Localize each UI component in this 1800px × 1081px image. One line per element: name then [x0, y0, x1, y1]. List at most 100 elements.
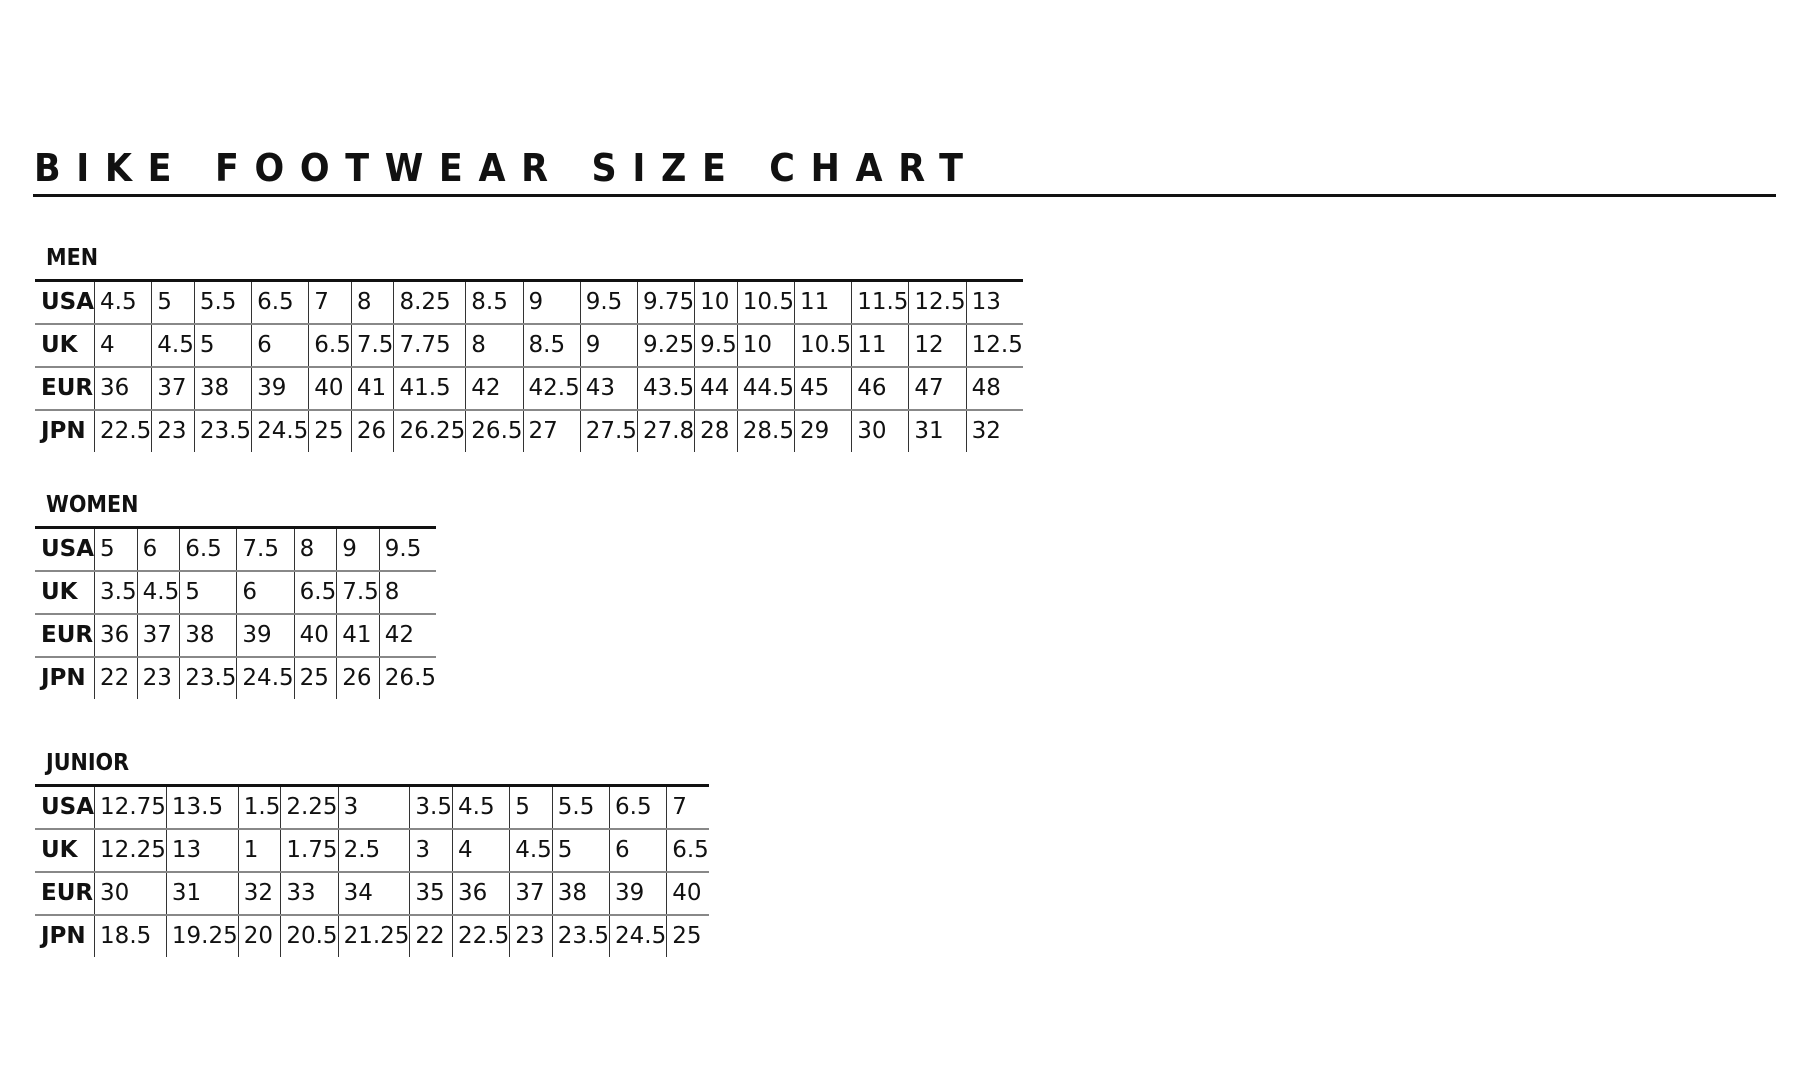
size-cell: 20.5 — [280, 915, 339, 957]
size-cell: 18.5 — [94, 915, 167, 957]
size-cell: 4.5 — [94, 279, 152, 325]
size-cell: 30 — [851, 410, 909, 452]
table-row: USA 12.75 13.5 1.5 2.25 3 3.5 4.5 5 5.5 6.5 7 — [35, 784, 709, 830]
size-cell: 12 — [908, 324, 967, 368]
size-cell: 4.5 — [136, 571, 180, 615]
size-cell: 5 — [193, 324, 252, 368]
size-cell: 3 — [409, 829, 453, 873]
size-cell: 23.5 — [179, 657, 237, 699]
size-cell: 36 — [94, 614, 138, 658]
size-cell: 22.5 — [94, 410, 152, 452]
row-label: JPN — [41, 418, 86, 444]
size-cell: 12.75 — [94, 784, 167, 830]
size-cell: 9.5 — [694, 324, 738, 368]
size-cell: 44.5 — [736, 367, 795, 411]
size-cell: 5 — [151, 279, 195, 325]
size-cell: 25 — [308, 410, 352, 452]
size-cell: 8 — [465, 324, 524, 368]
table-row: USA 4.5 5 5.5 6.5 7 8 8.25 8.5 9 9.5 9.75 10 10.5 11 11… — [35, 279, 1023, 325]
size-cell: 23 — [509, 915, 553, 957]
size-cell: 3.5 — [409, 784, 453, 830]
size-cell: 26.5 — [378, 657, 437, 699]
size-cell: 26.5 — [465, 410, 524, 452]
size-cell: 32 — [237, 872, 281, 916]
size-cell: 4.5 — [151, 324, 195, 368]
size-cell: 6.5 — [251, 279, 309, 325]
size-cell: 19.25 — [165, 915, 239, 957]
size-cell: 1.5 — [237, 784, 281, 830]
row-label: USA — [35, 526, 95, 572]
size-cell: 4.5 — [451, 784, 510, 830]
size-cell: 5 — [551, 829, 610, 873]
size-cell: 43.5 — [636, 367, 695, 411]
table-row: EUR 36 37 38 39 40 41 41.5 42 42.5 43 43.5 44 44.5 45 4… — [35, 367, 1023, 411]
size-cell: 5 — [509, 784, 553, 830]
size-cell: 36 — [451, 872, 510, 916]
size-cell: 6 — [136, 526, 180, 572]
size-cell: 8 — [350, 279, 394, 325]
size-cell: 47 — [908, 367, 967, 411]
size-cell: 13.5 — [165, 784, 239, 830]
size-cell: 9 — [336, 526, 380, 572]
section-title: MEN — [46, 245, 99, 271]
size-cell: 26 — [350, 410, 394, 452]
size-cell: 4 — [451, 829, 510, 873]
size-cell: 12.5 — [965, 324, 1023, 368]
size-cell: 6 — [236, 571, 295, 615]
size-cell: 22 — [94, 657, 138, 699]
size-cell: 3 — [337, 784, 410, 830]
table-row: JPN 22 23 23.5 24.5 25 26 26.5 — [35, 657, 437, 699]
size-cell: 30 — [94, 872, 167, 916]
row-label: UK — [35, 571, 95, 615]
size-cell: 9 — [522, 279, 581, 325]
size-cell: 6.5 — [308, 324, 352, 368]
size-cell: 5.5 — [551, 784, 610, 830]
size-cell: 7 — [666, 784, 709, 830]
size-cell: 8.5 — [465, 279, 524, 325]
size-cell: 13 — [165, 829, 239, 873]
row-label: EUR — [35, 614, 95, 658]
size-cell: 36 — [94, 367, 152, 411]
size-cell: 11.5 — [851, 279, 909, 325]
size-cell: 39 — [236, 614, 295, 658]
size-cell: 10.5 — [793, 324, 852, 368]
size-cell: 12.25 — [94, 829, 167, 873]
size-cell: 29 — [793, 410, 852, 452]
title-divider — [33, 194, 1776, 197]
page-title: BIKE FOOTWEAR SIZE CHART — [34, 146, 979, 190]
table-row: UK 12.25 13 1 1.75 2.5 3 4 4.5 5 6 6.5 — [35, 829, 709, 873]
size-cell: 9.5 — [579, 279, 638, 325]
size-cell: 25 — [293, 657, 337, 699]
size-cell: 8 — [293, 526, 337, 572]
size-cell: 7.5 — [236, 526, 295, 572]
size-cell: 41 — [350, 367, 394, 411]
size-cell: 11 — [851, 324, 909, 368]
size-cell: 6.5 — [666, 829, 709, 873]
size-cell: 42 — [465, 367, 524, 411]
size-cell: 40 — [308, 367, 352, 411]
size-cell: 5 — [179, 571, 237, 615]
size-cell: 32 — [965, 410, 1023, 452]
size-cell: 39 — [609, 872, 667, 916]
size-cell: 34 — [337, 872, 410, 916]
size-cell: 37 — [509, 872, 553, 916]
section-title: JUNIOR — [46, 750, 130, 776]
size-cell: 9 — [579, 324, 638, 368]
size-cell: 24.5 — [251, 410, 309, 452]
size-cell: 37 — [151, 367, 195, 411]
size-cell: 37 — [136, 614, 180, 658]
size-cell: 43 — [579, 367, 638, 411]
size-cell: 23.5 — [193, 410, 252, 452]
row-label: UK — [35, 324, 95, 368]
size-cell: 9.5 — [378, 526, 437, 572]
size-cell: 21.25 — [337, 915, 410, 957]
size-cell: 28 — [694, 410, 738, 452]
size-cell: 38 — [179, 614, 237, 658]
table-row: JPN 18.5 19.25 20 20.5 21.25 22 22.5 23 23.5 24.5 2… — [35, 915, 709, 957]
size-cell: 6.5 — [293, 571, 337, 615]
size-table: USA 4.5 5 5.5 6.5 7 8 8.25 8.5 9 9.5 9.75 10 10.5 11 11… — [35, 279, 1023, 452]
size-cell: 44 — [694, 367, 738, 411]
size-cell: 24.5 — [609, 915, 667, 957]
size-cell: 27.8 — [636, 410, 695, 452]
size-cell: 9.25 — [636, 324, 695, 368]
